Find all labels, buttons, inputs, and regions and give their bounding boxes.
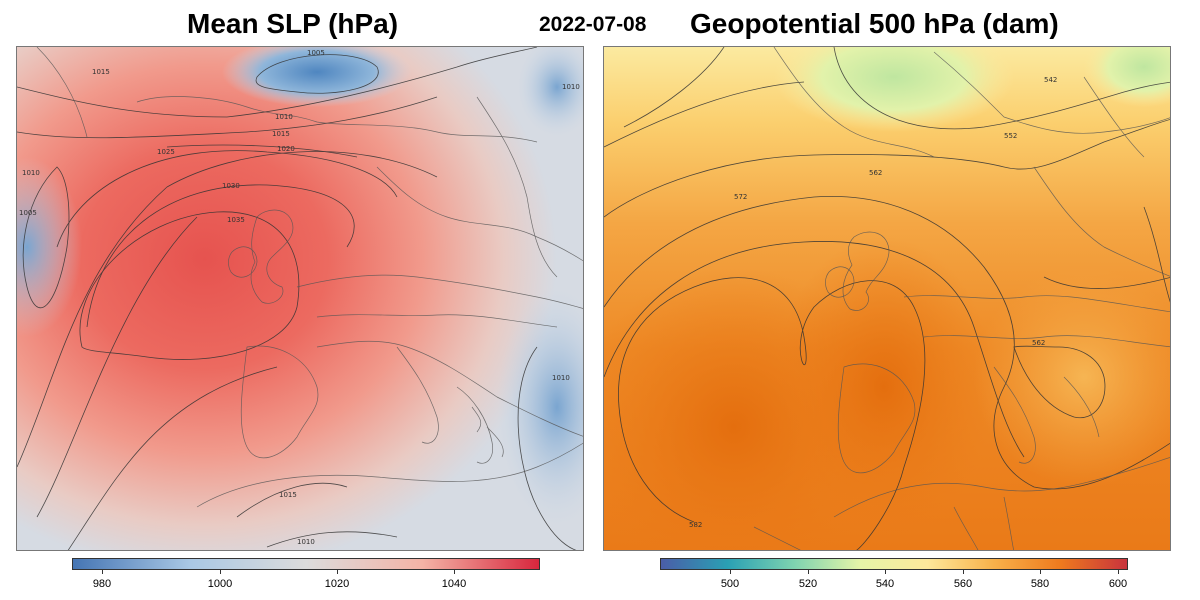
contour-label: 1005 [19, 209, 37, 217]
slp-tick-label: 1020 [324, 578, 350, 590]
colorbar-tick [454, 569, 455, 574]
contour-label: 1010 [552, 374, 570, 382]
contour-label: 1015 [92, 68, 110, 76]
colorbar-tick [1118, 569, 1119, 574]
contour-label: 562 [869, 169, 882, 177]
ireland-outline [825, 266, 855, 298]
great-britain-outline [250, 209, 294, 304]
contour-label: 1025 [157, 148, 175, 156]
contour-label: 1005 [307, 49, 325, 57]
contour-label: 1010 [297, 538, 315, 546]
slp-tick-label: 1040 [441, 578, 467, 590]
contour-label: 1035 [227, 216, 245, 224]
slp-contour-labels: 1005 1010 1015 1020 1025 1030 1035 1015 … [19, 49, 580, 546]
contour-label: 562 [1032, 339, 1045, 347]
geo-contour-labels: 542 552 562 572 582 562 [689, 76, 1057, 529]
contour-label: 1020 [277, 145, 295, 153]
contour-label: 1010 [562, 83, 580, 91]
contour-label: 1030 [222, 182, 240, 190]
contour-label: 1015 [272, 130, 290, 138]
coastlines [36, 47, 583, 508]
contour-label: 1010 [275, 113, 293, 121]
iberia-outline [240, 345, 319, 459]
geopotential-colorbar [660, 558, 1128, 570]
geo-tick-label: 520 [798, 578, 818, 590]
geo-tick-label: 600 [1108, 578, 1128, 590]
geo-tick-label: 540 [875, 578, 895, 590]
colorbar-tick [963, 569, 964, 574]
trough-north [774, 47, 1014, 132]
ireland-outline [228, 246, 258, 278]
geopotential-map-canvas: 542 552 562 572 582 562 [604, 47, 1170, 550]
slp-map: 1005 1010 1015 1020 1025 1030 1035 1015 … [16, 46, 584, 551]
colorbar-tick [102, 569, 103, 574]
geo-tick-label: 560 [953, 578, 973, 590]
colorbar-tick [220, 569, 221, 574]
great-britain-outline [842, 231, 890, 311]
slp-map-canvas: 1005 1010 1015 1020 1025 1030 1035 1015 … [17, 47, 583, 550]
slp-tick-label: 1000 [207, 578, 233, 590]
colorbar-tick [337, 569, 338, 574]
coastlines [753, 47, 1170, 550]
contour-label: 1010 [22, 169, 40, 177]
contour-label: 552 [1004, 132, 1017, 140]
geopotential-panel-title: Geopotential 500 hPa (dam) [690, 8, 1059, 39]
colorbar-tick [808, 569, 809, 574]
slp-panel-title: Mean SLP (hPa) [187, 8, 399, 39]
geo-tick-label: 580 [1030, 578, 1050, 590]
colorbar-tick [1040, 569, 1041, 574]
slp-colorbar [72, 558, 540, 570]
colorbar-tick [885, 569, 886, 574]
slp-tick-label: 980 [92, 578, 112, 590]
contour-label: 582 [689, 521, 702, 529]
iberia-outline [837, 363, 916, 474]
contour-label: 572 [734, 193, 747, 201]
geopotential-map: 542 552 562 572 582 562 [603, 46, 1171, 551]
geo-tick-label: 500 [720, 578, 740, 590]
contour-label: 542 [1044, 76, 1057, 84]
contour-label: 1015 [279, 491, 297, 499]
colorbar-tick [730, 569, 731, 574]
map-date: 2022-07-08 [539, 13, 647, 36]
